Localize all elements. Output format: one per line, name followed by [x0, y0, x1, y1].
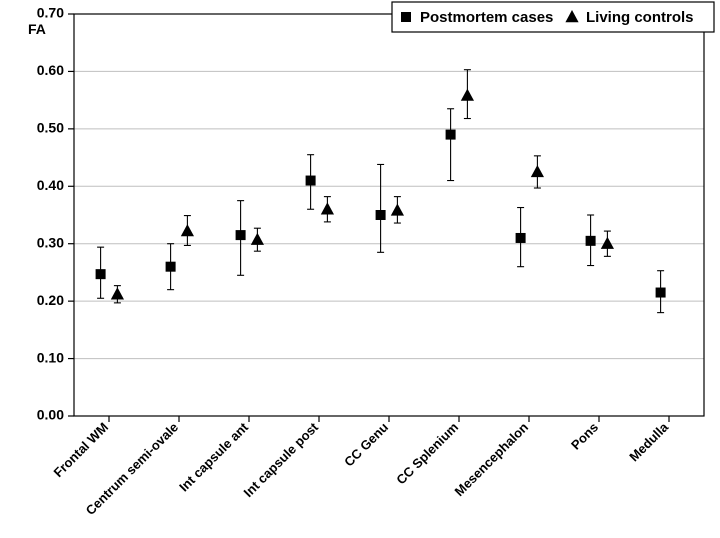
y-tick-label: 0.20: [37, 292, 64, 308]
legend-label-1: Living controls: [586, 9, 694, 26]
y-tick-label: 0.70: [37, 5, 64, 21]
y-tick-label: 0.10: [37, 349, 64, 365]
y-axis-label: FA: [28, 21, 46, 37]
y-tick-label: 0.30: [37, 234, 64, 250]
legend: Postmortem cases Living controls: [392, 2, 714, 32]
legend-label-0: Postmortem cases: [420, 9, 553, 26]
y-tick-label: 0.50: [37, 120, 64, 136]
fa-errorbar-chart: 0.000.100.200.300.400.500.600.70FAFronta…: [0, 0, 720, 538]
y-tick-label: 0.40: [37, 177, 64, 193]
y-tick-label: 0.00: [37, 407, 64, 423]
y-tick-label: 0.60: [37, 62, 64, 78]
